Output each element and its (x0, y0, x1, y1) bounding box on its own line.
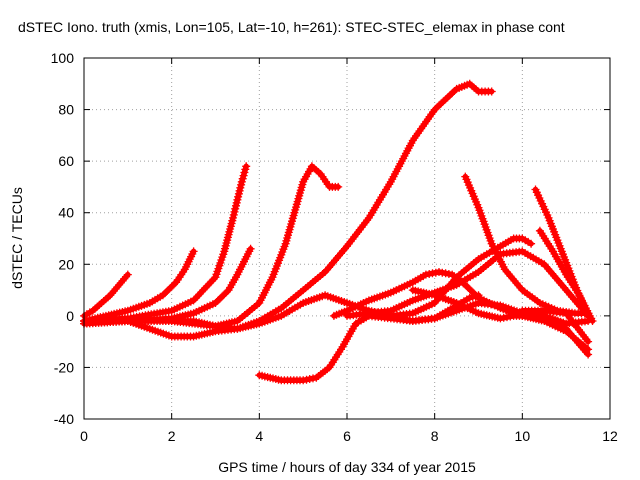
series-line (81, 81, 495, 340)
y-tick-label: -40 (54, 411, 74, 427)
y-tick-label: 100 (51, 50, 75, 66)
x-tick-label: 6 (343, 428, 351, 444)
x-axis-label: GPS time / hours of day 334 of year 2015 (218, 459, 476, 475)
x-tick-label: 10 (515, 428, 531, 444)
tick-labels: 0 2 4 6 8 10 12 -40 -20 0 20 40 60 80 100 (51, 50, 618, 444)
series-markers (518, 306, 593, 346)
y-tick-label: -20 (54, 359, 74, 375)
y-tick-label: 80 (58, 102, 74, 118)
x-tick-label: 4 (255, 428, 263, 444)
x-tick-label: 8 (431, 428, 439, 444)
x-tick-label: 0 (80, 428, 88, 444)
y-tick-label: 60 (58, 153, 74, 169)
plot-frame (83, 57, 611, 420)
grid (83, 57, 611, 420)
y-tick-label: 40 (58, 205, 74, 221)
x-tick-label: 12 (602, 428, 618, 444)
chart-title: dSTEC Iono. truth (xmis, Lon=105, Lat=-1… (18, 19, 565, 35)
y-tick-label: 20 (58, 256, 74, 272)
series-markers (535, 226, 597, 325)
y-axis-label: dSTEC / TECUs (9, 187, 25, 289)
series-layer (80, 79, 597, 385)
series-markers (255, 291, 483, 385)
y-tick-label: 0 (66, 308, 74, 324)
x-tick-label: 2 (168, 428, 176, 444)
